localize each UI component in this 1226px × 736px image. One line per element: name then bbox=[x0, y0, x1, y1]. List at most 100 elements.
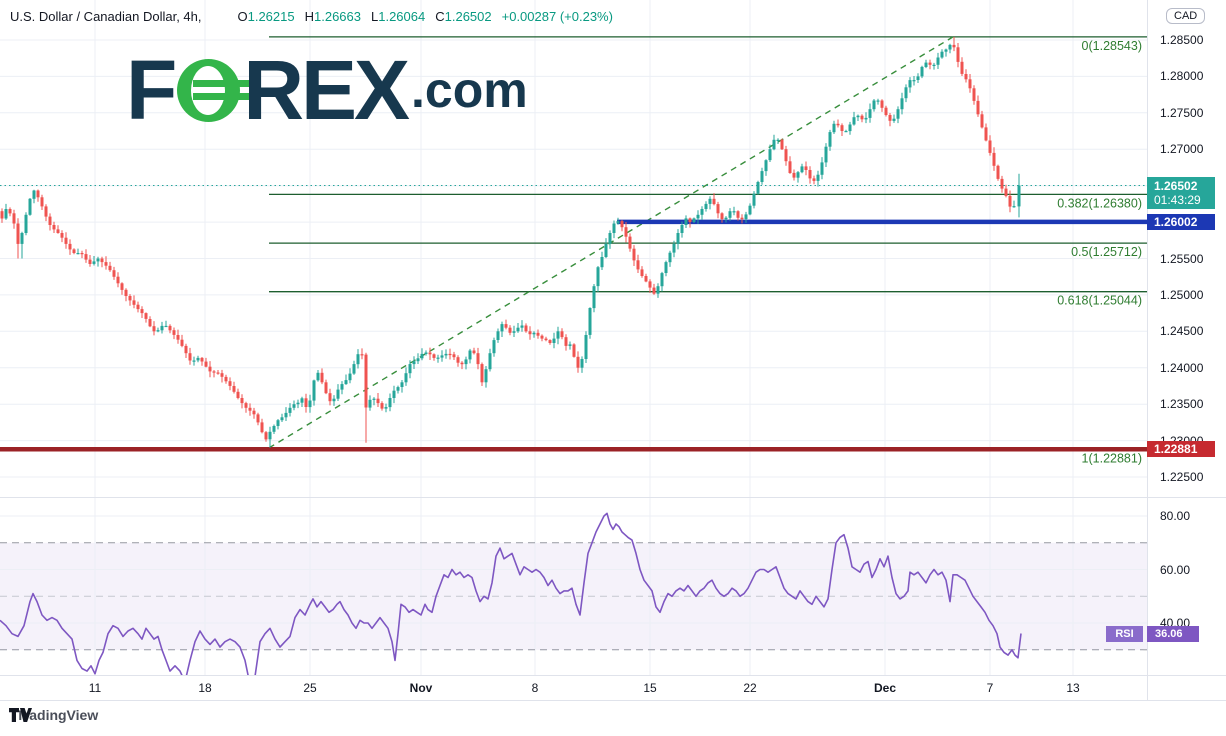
time-axis[interactable]: 11 18 25 Nov 8 15 22 Dec 7 13 bbox=[0, 675, 1147, 700]
candlestick bbox=[1017, 185, 1021, 207]
candlestick bbox=[368, 399, 372, 408]
candlestick bbox=[504, 324, 508, 328]
candlestick bbox=[976, 100, 980, 115]
candlestick bbox=[292, 404, 296, 408]
candlestick bbox=[936, 57, 940, 65]
candlestick bbox=[356, 354, 360, 365]
candlestick bbox=[396, 387, 400, 391]
candlestick bbox=[460, 362, 464, 365]
price-axis-label: 1.28000 bbox=[1160, 69, 1204, 83]
tradingview-label: TradingView bbox=[16, 707, 99, 723]
candlestick bbox=[516, 327, 520, 332]
candlestick bbox=[724, 217, 728, 220]
candlestick bbox=[452, 354, 456, 358]
candlestick bbox=[864, 117, 868, 120]
candlestick bbox=[348, 373, 352, 381]
candlestick bbox=[32, 190, 36, 199]
candlestick bbox=[628, 236, 632, 249]
candlestick bbox=[512, 331, 516, 333]
candlestick bbox=[744, 214, 748, 220]
tradingview-attribution[interactable]: TradingView bbox=[9, 707, 98, 723]
candlestick bbox=[400, 382, 404, 387]
candlestick bbox=[196, 357, 200, 361]
candlestick bbox=[792, 172, 796, 178]
candlestick bbox=[68, 243, 72, 250]
price-axis-label: 1.27500 bbox=[1160, 106, 1204, 120]
candlestick bbox=[52, 225, 56, 230]
candlestick bbox=[168, 325, 172, 331]
candlestick bbox=[1004, 188, 1008, 196]
candlestick bbox=[116, 276, 120, 284]
candlestick bbox=[128, 296, 132, 301]
candlestick bbox=[48, 216, 52, 225]
candlestick bbox=[120, 283, 124, 290]
candlestick bbox=[156, 330, 160, 332]
candlestick bbox=[60, 233, 64, 238]
candlestick bbox=[640, 269, 644, 276]
candlestick bbox=[260, 422, 264, 433]
candlestick bbox=[180, 339, 184, 346]
candlestick bbox=[412, 361, 416, 365]
currency-button[interactable]: CAD bbox=[1166, 8, 1206, 24]
rsi-pane[interactable] bbox=[0, 497, 1147, 675]
candlestick bbox=[832, 123, 836, 133]
candlestick bbox=[728, 211, 732, 218]
price-axis-label: 1.25500 bbox=[1160, 252, 1204, 266]
candlestick bbox=[248, 407, 252, 411]
candlestick bbox=[380, 403, 384, 409]
candlestick bbox=[40, 197, 44, 207]
candlestick bbox=[224, 376, 228, 382]
forex-logo-o-icon bbox=[177, 58, 250, 122]
candlestick bbox=[148, 319, 152, 327]
candlestick bbox=[708, 198, 712, 204]
candlestick bbox=[580, 359, 584, 368]
candlestick bbox=[860, 115, 864, 120]
symbol-title[interactable]: U.S. Dollar / Canadian Dollar, 4h, bbox=[10, 9, 202, 24]
candlestick bbox=[656, 286, 660, 294]
ohlc-close-label: C bbox=[435, 9, 445, 24]
time-axis-label: 18 bbox=[198, 681, 212, 695]
candlestick bbox=[472, 350, 476, 354]
bottom-divider bbox=[0, 700, 1226, 701]
candlestick bbox=[668, 252, 672, 263]
candlestick bbox=[204, 361, 208, 367]
candlestick bbox=[644, 276, 648, 282]
candlestick bbox=[308, 400, 312, 408]
candlestick bbox=[592, 286, 596, 309]
candlestick bbox=[364, 354, 368, 408]
forex-logo-watermark: F REX .com bbox=[126, 48, 528, 132]
candlestick bbox=[784, 149, 788, 162]
candlestick bbox=[816, 174, 820, 181]
time-axis-label: 25 bbox=[303, 681, 317, 695]
candlestick bbox=[440, 355, 444, 358]
current-price-value: 1.26502 bbox=[1154, 179, 1198, 193]
fib-level-label: 1(1.22881) bbox=[1082, 451, 1142, 465]
candlestick bbox=[748, 205, 752, 215]
candlestick bbox=[848, 124, 852, 132]
price-axis-label: 1.27000 bbox=[1160, 142, 1204, 156]
candlestick bbox=[232, 386, 236, 392]
candlestick bbox=[160, 325, 164, 331]
candlestick bbox=[952, 44, 956, 48]
candlestick bbox=[944, 49, 948, 52]
price-axis[interactable]: 1.28500 1.28000 1.27500 1.27000 1.25500 1.250… bbox=[1148, 0, 1226, 675]
candlestick bbox=[496, 331, 500, 340]
candlestick bbox=[448, 353, 452, 356]
axis-divider-vertical bbox=[1147, 0, 1148, 700]
candlestick bbox=[956, 47, 960, 62]
candlestick bbox=[928, 62, 932, 65]
candlestick bbox=[612, 223, 616, 233]
candlestick bbox=[44, 206, 48, 217]
symbol-header: U.S. Dollar / Canadian Dollar, 4h, O 1.2… bbox=[10, 9, 613, 24]
candlestick bbox=[808, 170, 812, 179]
candlestick bbox=[820, 162, 824, 175]
candlestick bbox=[20, 233, 24, 244]
ohlc-close-value: 1.26502 bbox=[444, 9, 492, 24]
candlestick bbox=[720, 213, 724, 220]
candlestick bbox=[548, 340, 552, 343]
candlestick bbox=[312, 380, 316, 401]
candlestick bbox=[884, 107, 888, 115]
pane-divider[interactable] bbox=[0, 497, 1226, 498]
candlestick bbox=[324, 382, 328, 394]
ohlc-low-value: 1.26064 bbox=[378, 9, 426, 24]
